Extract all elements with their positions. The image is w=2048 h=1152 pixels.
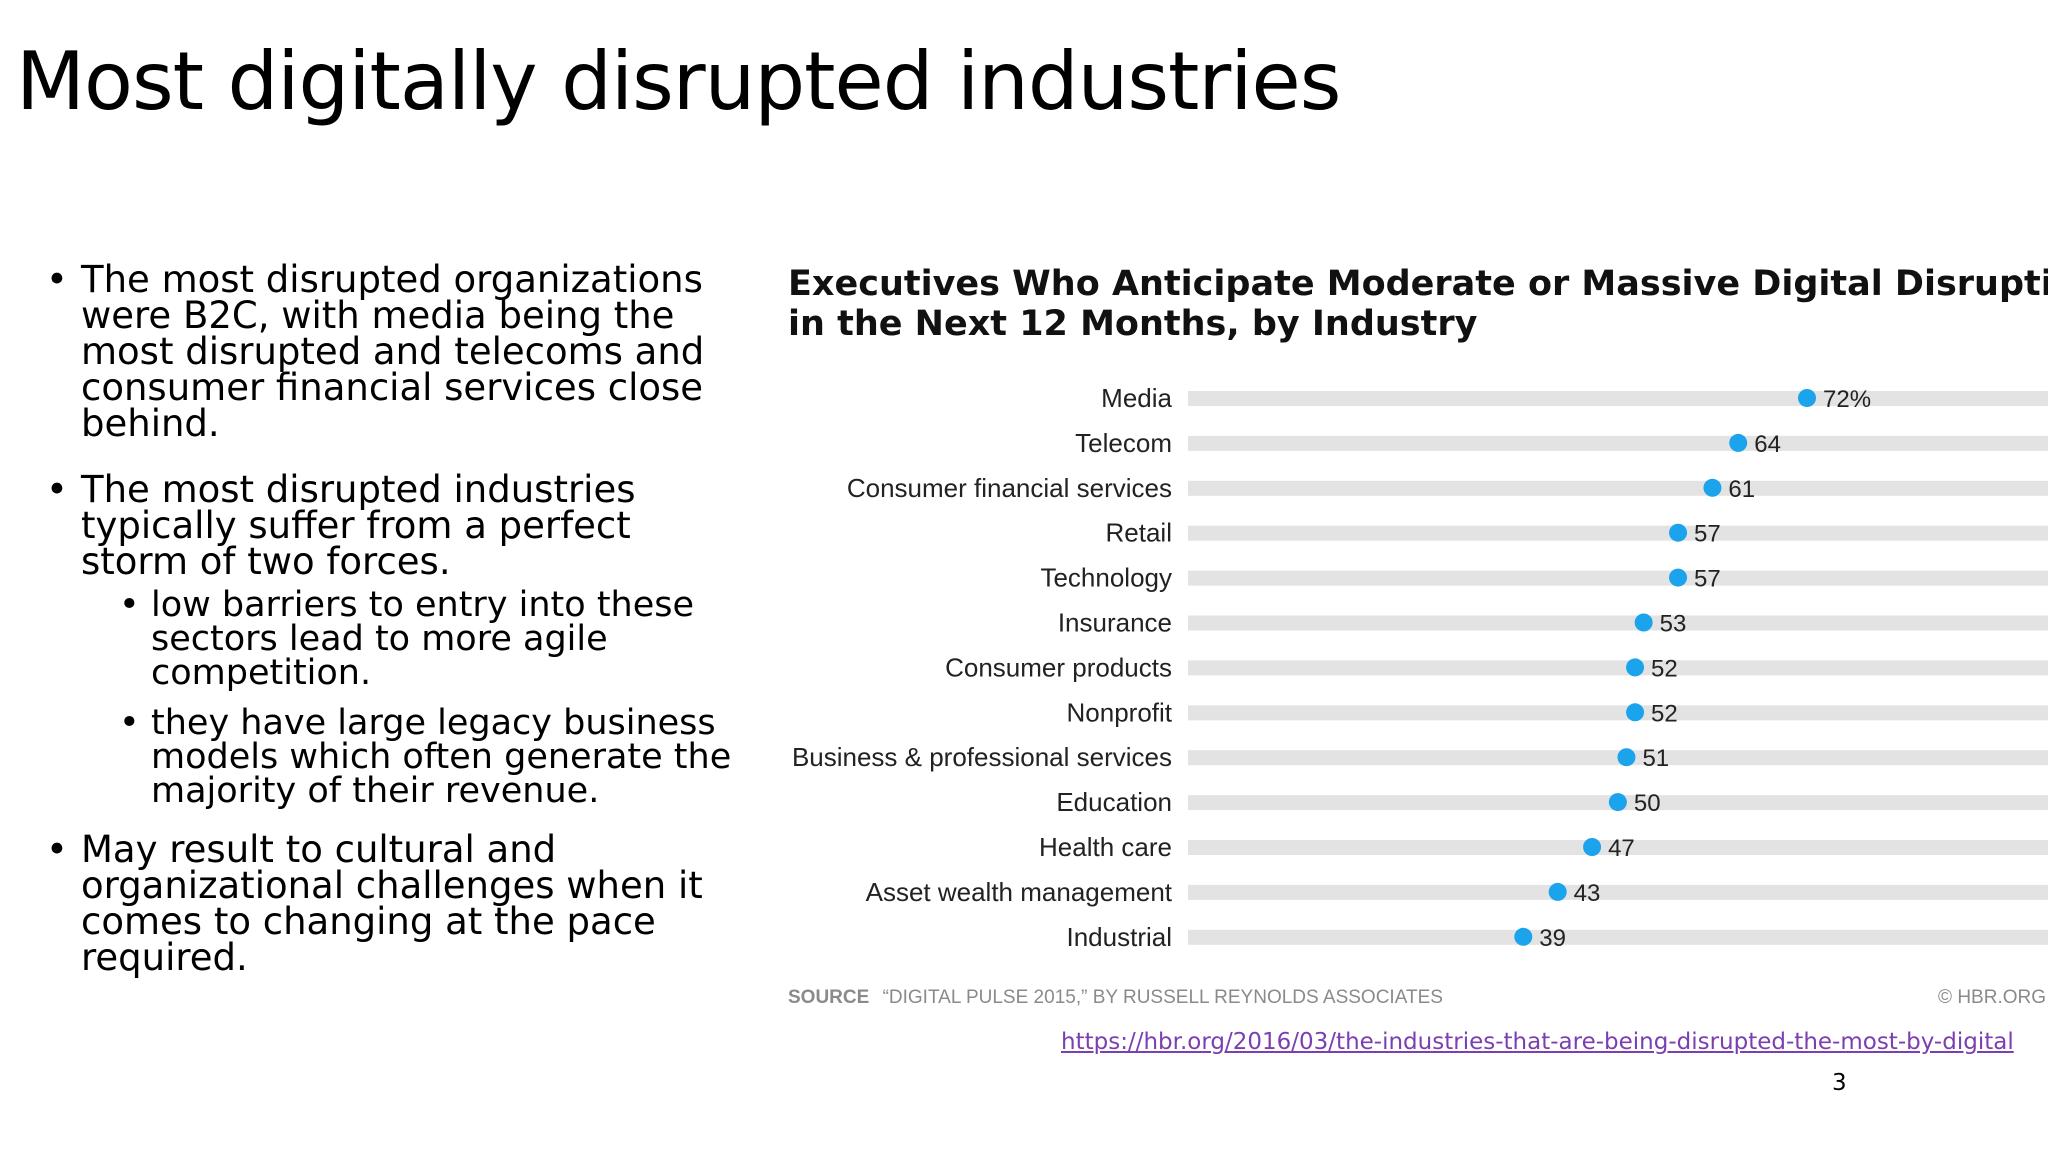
- chart-title-line-1: Executives Who Anticipate Moderate or Ma…: [788, 264, 2048, 304]
- chart-credit: © HBR.ORG: [1938, 987, 2046, 1008]
- chart-source: SOURCE “DIGITAL PULSE 2015,” BY RUSSELL …: [788, 987, 1443, 1008]
- sub-bullet-list: low barriers to entry into these sectors…: [81, 588, 736, 809]
- data-label: 39: [1539, 925, 1566, 952]
- data-point: [1669, 568, 1688, 587]
- chart-track: [1188, 615, 2048, 631]
- category-label: Consumer products: [945, 652, 1172, 682]
- data-label: 47: [1608, 835, 1635, 862]
- data-point: [1617, 748, 1636, 767]
- chart-track: [1188, 929, 2048, 945]
- category-label: Business & professional services: [792, 742, 1172, 772]
- data-label: 51: [1642, 745, 1669, 772]
- chart-track: [1188, 660, 2048, 676]
- bullet-text: The most disrupted industries typically …: [81, 468, 636, 583]
- slide-title: Most digitally disrupted industries: [16, 35, 1341, 128]
- category-label: Nonprofit: [1067, 697, 1173, 727]
- category-label: Health care: [1039, 832, 1172, 862]
- category-label: Media: [1101, 383, 1172, 413]
- data-point: [1514, 927, 1533, 946]
- data-label: 64: [1754, 431, 1781, 458]
- chart-title-line-2: in the Next 12 Months, by Industry: [788, 304, 1478, 344]
- data-label: 50: [1634, 790, 1661, 817]
- data-point: [1729, 433, 1748, 452]
- sub-bullet-item: they have large legacy business models w…: [119, 706, 736, 809]
- source-link[interactable]: https://hbr.org/2016/03/the-industries-t…: [1061, 1029, 2014, 1055]
- source-label: SOURCE: [788, 987, 869, 1008]
- data-label: 72%: [1823, 386, 1871, 413]
- category-label: Education: [1056, 787, 1172, 817]
- chart-track: [1188, 525, 2048, 541]
- category-label: Telecom: [1075, 428, 1172, 458]
- sub-bullet-item: low barriers to entry into these sectors…: [119, 588, 736, 691]
- data-point: [1703, 478, 1722, 497]
- chart-track: [1188, 480, 2048, 496]
- chart-track: [1188, 884, 2048, 900]
- bullet-list: The most disrupted organizations were B2…: [46, 261, 736, 1006]
- category-label: Technology: [1040, 563, 1172, 593]
- data-label: 52: [1651, 655, 1678, 682]
- category-label: Industrial: [1067, 922, 1173, 952]
- data-point: [1669, 523, 1688, 542]
- data-label: 61: [1728, 476, 1755, 503]
- data-label: 57: [1694, 521, 1721, 548]
- chart-rows: Media 72% Telecom 64 Consumer financial serv…: [792, 383, 2048, 952]
- source-text: “DIGITAL PULSE 2015,” BY RUSSELL REYNOLD…: [883, 987, 1443, 1008]
- chart-track: [1188, 840, 2048, 855]
- bullet-item: The most disrupted organizations were B2…: [46, 261, 736, 442]
- chart-track: [1188, 570, 2048, 586]
- chart-track: [1188, 705, 2048, 721]
- data-point: [1626, 703, 1645, 722]
- page-number: 3: [1832, 1070, 1847, 1096]
- data-point: [1798, 389, 1816, 407]
- data-point: [1634, 613, 1653, 632]
- data-point: [1608, 793, 1627, 812]
- category-label: Insurance: [1058, 608, 1172, 638]
- data-label: 53: [1660, 611, 1687, 638]
- category-label: Consumer financial services: [847, 473, 1172, 503]
- category-label: Asset wealth management: [866, 877, 1173, 907]
- bullet-item: May result to cultural and organizationa…: [46, 831, 736, 976]
- data-point: [1626, 658, 1645, 677]
- data-label: 43: [1574, 880, 1601, 907]
- data-label: 57: [1694, 566, 1721, 593]
- data-label: 52: [1651, 700, 1678, 727]
- category-label: Retail: [1106, 518, 1172, 548]
- data-point: [1583, 838, 1602, 856]
- data-point: [1548, 882, 1567, 901]
- chart-track: [1188, 391, 2048, 406]
- bullet-item: The most disrupted industries typically …: [46, 471, 736, 809]
- chart-track: [1188, 435, 2048, 451]
